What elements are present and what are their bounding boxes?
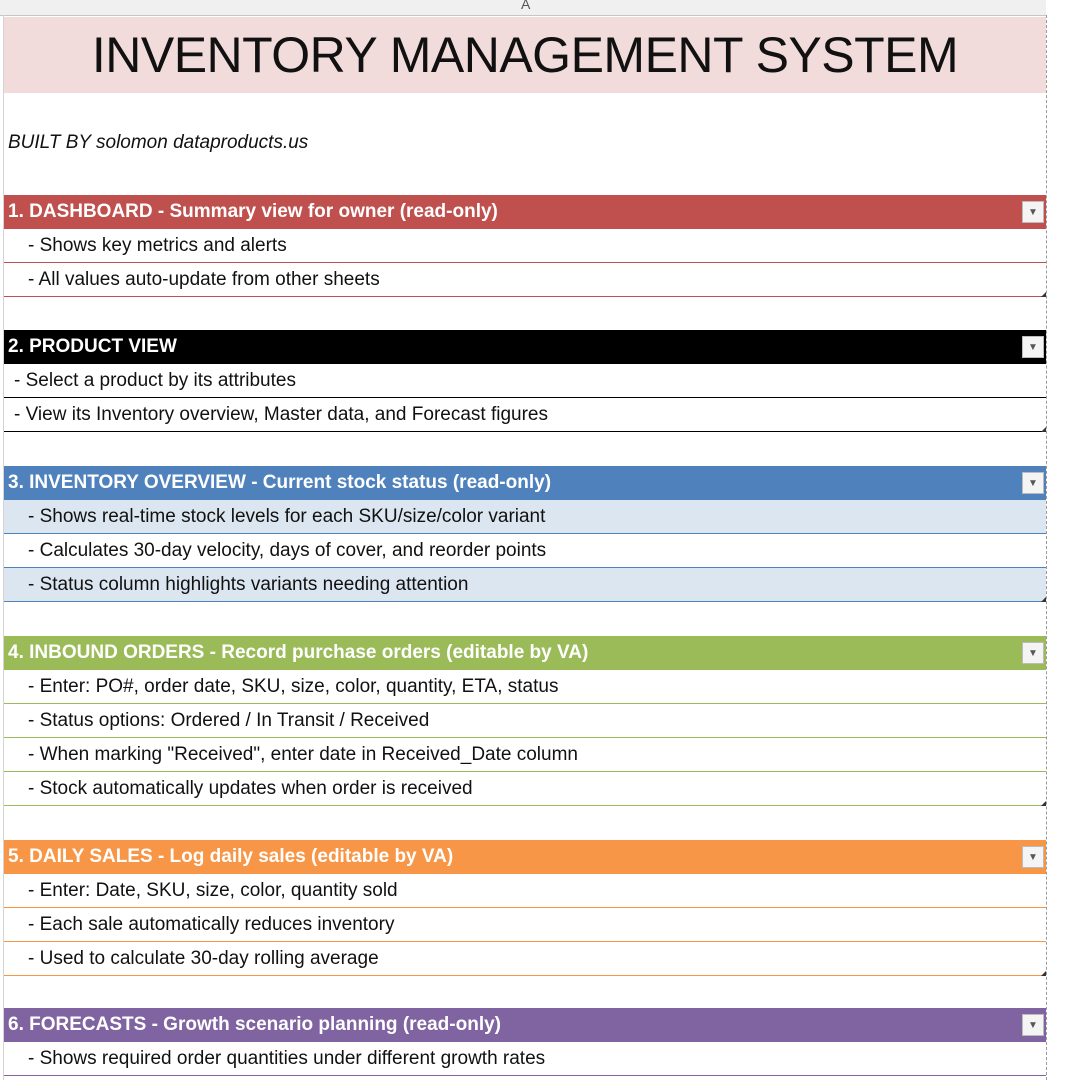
list-item-text: - Status options: Ordered / In Transit /… — [28, 709, 430, 731]
list-item[interactable]: - Stock automatically updates when order… — [4, 772, 1046, 806]
section-header-label: 6. FORECASTS - Growth scenario planning … — [8, 1014, 501, 1035]
table-resize-handle-icon[interactable] — [1041, 801, 1046, 806]
list-item-text: - Status column highlights variants need… — [28, 573, 469, 595]
list-item-text: - Used to calculate 30-day rolling avera… — [28, 947, 379, 969]
table-resize-handle-icon[interactable] — [1041, 597, 1046, 602]
table-resize-handle-icon[interactable] — [1041, 427, 1046, 432]
header-corner — [1046, 0, 1080, 15]
dropdown-arrow-icon[interactable]: ▼ — [1022, 472, 1044, 494]
row-header-edge — [3, 15, 4, 1080]
list-item-text: - View its Inventory overview, Master da… — [14, 403, 548, 425]
list-item-text: - When marking "Received", enter date in… — [28, 743, 578, 765]
section-header[interactable]: 4. INBOUND ORDERS - Record purchase orde… — [4, 636, 1046, 670]
list-item[interactable]: - All values auto-update from other shee… — [4, 263, 1046, 297]
table-resize-handle-icon[interactable] — [1041, 971, 1046, 976]
list-item-text: - Shows real-time stock levels for each … — [28, 505, 546, 527]
section-header-label: 5. DAILY SALES - Log daily sales (editab… — [8, 846, 454, 867]
section-header[interactable]: 6. FORECASTS - Growth scenario planning … — [4, 1008, 1046, 1042]
section-header-label: 4. INBOUND ORDERS - Record purchase orde… — [8, 642, 589, 663]
table-resize-handle-icon[interactable] — [1041, 292, 1046, 297]
list-item-text: - Enter: PO#, order date, SKU, size, col… — [28, 675, 559, 697]
list-item[interactable]: - Calculates 30-day velocity, days of co… — [4, 534, 1046, 568]
section-table-6: 6. FORECASTS - Growth scenario planning … — [4, 1008, 1046, 1076]
list-item-text: - Each sale automatically reduces invent… — [28, 913, 395, 935]
column-header-bar: A — [0, 0, 1046, 16]
dropdown-arrow-icon[interactable]: ▼ — [1022, 201, 1044, 223]
list-item[interactable]: - Select a product by its attributes — [4, 364, 1046, 398]
list-item-text: - All values auto-update from other shee… — [28, 268, 380, 290]
dropdown-arrow-icon[interactable]: ▼ — [1022, 642, 1044, 664]
list-item-text: - Select a product by its attributes — [14, 369, 296, 391]
section-table-2: 2. PRODUCT VIEW ▼ - Select a product by it… — [4, 330, 1046, 432]
section-table-4: 4. INBOUND ORDERS - Record purchase orde… — [4, 636, 1046, 806]
list-item[interactable]: - Enter: Date, SKU, size, color, quantit… — [4, 874, 1046, 908]
list-item[interactable]: - View its Inventory overview, Master da… — [4, 398, 1046, 432]
list-item[interactable]: - Used to calculate 30-day rolling avera… — [4, 942, 1046, 976]
dropdown-arrow-icon[interactable]: ▼ — [1022, 336, 1044, 358]
dropdown-arrow-icon[interactable]: ▼ — [1022, 846, 1044, 868]
column-header-a[interactable]: A — [521, 0, 531, 12]
section-header[interactable]: 2. PRODUCT VIEW ▼ — [4, 330, 1046, 364]
list-item-text: - Calculates 30-day velocity, days of co… — [28, 539, 547, 561]
list-item-text: - Stock automatically updates when order… — [28, 777, 473, 799]
section-table-5: 5. DAILY SALES - Log daily sales (editab… — [4, 840, 1046, 976]
list-item-text: - Enter: Date, SKU, size, color, quantit… — [28, 879, 398, 901]
section-header[interactable]: 3. INVENTORY OVERVIEW - Current stock st… — [4, 466, 1046, 500]
section-header-label: 1. DASHBOARD - Summary view for owner (r… — [8, 201, 498, 222]
section-header-label: 3. INVENTORY OVERVIEW - Current stock st… — [8, 472, 552, 493]
list-item[interactable]: - Shows required order quantities under … — [4, 1042, 1046, 1076]
list-item[interactable]: - Status column highlights variants need… — [4, 568, 1046, 602]
list-item[interactable]: - Shows real-time stock levels for each … — [4, 500, 1046, 534]
list-item-text: - Shows key metrics and alerts — [28, 234, 287, 256]
dropdown-arrow-icon[interactable]: ▼ — [1022, 1014, 1044, 1036]
section-table-1: 1. DASHBOARD - Summary view for owner (r… — [4, 195, 1046, 297]
list-item[interactable]: - Shows key metrics and alerts — [4, 229, 1046, 263]
section-header[interactable]: 5. DAILY SALES - Log daily sales (editab… — [4, 840, 1046, 874]
section-table-3: 3. INVENTORY OVERVIEW - Current stock st… — [4, 466, 1046, 602]
built-by-credit: BUILT BY solomon dataproducts.us — [8, 132, 309, 153]
list-item[interactable]: - Status options: Ordered / In Transit /… — [4, 704, 1046, 738]
list-item[interactable]: - Enter: PO#, order date, SKU, size, col… — [4, 670, 1046, 704]
page-break-line — [1046, 15, 1047, 1080]
list-item[interactable]: - Each sale automatically reduces invent… — [4, 908, 1046, 942]
section-header-label: 2. PRODUCT VIEW — [8, 336, 177, 357]
list-item-text: - Shows required order quantities under … — [28, 1047, 546, 1069]
page-title: INVENTORY MANAGEMENT SYSTEM — [4, 17, 1046, 93]
section-header[interactable]: 1. DASHBOARD - Summary view for owner (r… — [4, 195, 1046, 229]
list-item[interactable]: - When marking "Received", enter date in… — [4, 738, 1046, 772]
